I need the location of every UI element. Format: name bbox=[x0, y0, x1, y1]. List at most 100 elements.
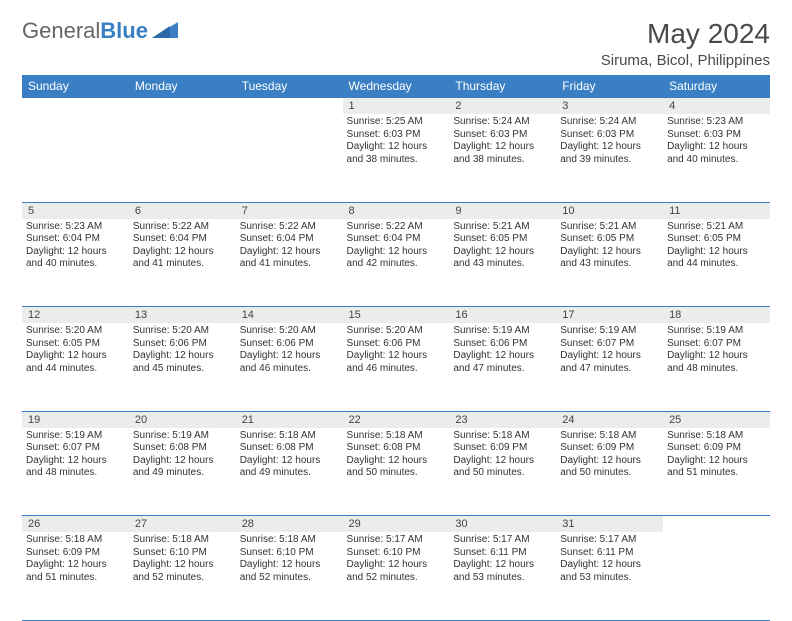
daynum-row: 1234 bbox=[22, 98, 770, 115]
daynum-row: 19202122232425 bbox=[22, 411, 770, 428]
day-number: 19 bbox=[22, 411, 129, 428]
day-cell: Sunrise: 5:21 AMSunset: 6:05 PMDaylight:… bbox=[663, 219, 770, 307]
daylight-line: Daylight: 12 hours and 46 minutes. bbox=[240, 350, 339, 375]
day-cell: Sunrise: 5:18 AMSunset: 6:09 PMDaylight:… bbox=[449, 428, 556, 516]
logo-text: GeneralBlue bbox=[22, 18, 148, 44]
sunrise-line: Sunrise: 5:23 AM bbox=[26, 221, 125, 234]
sunset-line: Sunset: 6:05 PM bbox=[453, 233, 552, 246]
daylight-line: Daylight: 12 hours and 43 minutes. bbox=[560, 246, 659, 271]
daylight-line: Daylight: 12 hours and 41 minutes. bbox=[133, 246, 232, 271]
day-number: 9 bbox=[449, 202, 556, 219]
day-number: 17 bbox=[556, 307, 663, 324]
logo: GeneralBlue bbox=[22, 18, 178, 44]
sunset-line: Sunset: 6:11 PM bbox=[560, 547, 659, 560]
calendar-table: SundayMondayTuesdayWednesdayThursdayFrid… bbox=[22, 75, 770, 621]
day-cell: Sunrise: 5:19 AMSunset: 6:07 PMDaylight:… bbox=[663, 323, 770, 411]
day-cell: Sunrise: 5:25 AMSunset: 6:03 PMDaylight:… bbox=[343, 114, 450, 202]
day-number: 20 bbox=[129, 411, 236, 428]
day-number: 15 bbox=[343, 307, 450, 324]
day-number: 4 bbox=[663, 98, 770, 115]
day-cell: Sunrise: 5:20 AMSunset: 6:06 PMDaylight:… bbox=[236, 323, 343, 411]
sunrise-line: Sunrise: 5:21 AM bbox=[453, 221, 552, 234]
location: Siruma, Bicol, Philippines bbox=[601, 52, 770, 69]
header: GeneralBlue May 2024 Siruma, Bicol, Phil… bbox=[22, 18, 770, 69]
day-cell bbox=[129, 114, 236, 202]
day-number: 28 bbox=[236, 516, 343, 533]
day-cell: Sunrise: 5:18 AMSunset: 6:10 PMDaylight:… bbox=[129, 532, 236, 620]
sunrise-line: Sunrise: 5:24 AM bbox=[560, 116, 659, 129]
day-of-week-row: SundayMondayTuesdayWednesdayThursdayFrid… bbox=[22, 75, 770, 98]
week-row: Sunrise: 5:25 AMSunset: 6:03 PMDaylight:… bbox=[22, 114, 770, 202]
sunset-line: Sunset: 6:04 PM bbox=[133, 233, 232, 246]
daylight-line: Daylight: 12 hours and 51 minutes. bbox=[26, 559, 125, 584]
day-cell: Sunrise: 5:17 AMSunset: 6:11 PMDaylight:… bbox=[556, 532, 663, 620]
daylight-line: Daylight: 12 hours and 38 minutes. bbox=[453, 141, 552, 166]
day-number bbox=[663, 516, 770, 533]
daylight-line: Daylight: 12 hours and 50 minutes. bbox=[453, 455, 552, 480]
sunrise-line: Sunrise: 5:18 AM bbox=[26, 534, 125, 547]
daylight-line: Daylight: 12 hours and 47 minutes. bbox=[453, 350, 552, 375]
sunrise-line: Sunrise: 5:20 AM bbox=[133, 325, 232, 338]
daylight-line: Daylight: 12 hours and 49 minutes. bbox=[240, 455, 339, 480]
sunset-line: Sunset: 6:07 PM bbox=[667, 338, 766, 351]
sunrise-line: Sunrise: 5:17 AM bbox=[453, 534, 552, 547]
dow-header: Wednesday bbox=[343, 75, 450, 98]
day-number bbox=[129, 98, 236, 115]
daylight-line: Daylight: 12 hours and 50 minutes. bbox=[560, 455, 659, 480]
sunrise-line: Sunrise: 5:20 AM bbox=[26, 325, 125, 338]
daylight-line: Daylight: 12 hours and 44 minutes. bbox=[667, 246, 766, 271]
day-number: 30 bbox=[449, 516, 556, 533]
day-cell bbox=[22, 114, 129, 202]
day-cell: Sunrise: 5:22 AMSunset: 6:04 PMDaylight:… bbox=[236, 219, 343, 307]
sunrise-line: Sunrise: 5:20 AM bbox=[240, 325, 339, 338]
day-number: 12 bbox=[22, 307, 129, 324]
day-number: 13 bbox=[129, 307, 236, 324]
daylight-line: Daylight: 12 hours and 45 minutes. bbox=[133, 350, 232, 375]
sunrise-line: Sunrise: 5:23 AM bbox=[667, 116, 766, 129]
daylight-line: Daylight: 12 hours and 52 minutes. bbox=[133, 559, 232, 584]
month-title: May 2024 bbox=[601, 18, 770, 50]
day-cell: Sunrise: 5:24 AMSunset: 6:03 PMDaylight:… bbox=[556, 114, 663, 202]
sunrise-line: Sunrise: 5:17 AM bbox=[560, 534, 659, 547]
sunrise-line: Sunrise: 5:19 AM bbox=[667, 325, 766, 338]
day-number: 29 bbox=[343, 516, 450, 533]
sunrise-line: Sunrise: 5:21 AM bbox=[667, 221, 766, 234]
day-number: 23 bbox=[449, 411, 556, 428]
sunset-line: Sunset: 6:06 PM bbox=[347, 338, 446, 351]
sunset-line: Sunset: 6:08 PM bbox=[133, 442, 232, 455]
sunset-line: Sunset: 6:05 PM bbox=[26, 338, 125, 351]
sunrise-line: Sunrise: 5:18 AM bbox=[240, 534, 339, 547]
daylight-line: Daylight: 12 hours and 47 minutes. bbox=[560, 350, 659, 375]
sunset-line: Sunset: 6:05 PM bbox=[667, 233, 766, 246]
day-number: 1 bbox=[343, 98, 450, 115]
sunset-line: Sunset: 6:03 PM bbox=[560, 129, 659, 142]
sunset-line: Sunset: 6:08 PM bbox=[347, 442, 446, 455]
day-number: 5 bbox=[22, 202, 129, 219]
sunset-line: Sunset: 6:10 PM bbox=[240, 547, 339, 560]
day-cell: Sunrise: 5:21 AMSunset: 6:05 PMDaylight:… bbox=[556, 219, 663, 307]
sunset-line: Sunset: 6:03 PM bbox=[347, 129, 446, 142]
sunset-line: Sunset: 6:04 PM bbox=[347, 233, 446, 246]
day-cell: Sunrise: 5:20 AMSunset: 6:06 PMDaylight:… bbox=[129, 323, 236, 411]
day-cell: Sunrise: 5:18 AMSunset: 6:10 PMDaylight:… bbox=[236, 532, 343, 620]
sunset-line: Sunset: 6:09 PM bbox=[667, 442, 766, 455]
day-cell: Sunrise: 5:17 AMSunset: 6:10 PMDaylight:… bbox=[343, 532, 450, 620]
day-cell: Sunrise: 5:22 AMSunset: 6:04 PMDaylight:… bbox=[129, 219, 236, 307]
daynum-row: 567891011 bbox=[22, 202, 770, 219]
day-number: 24 bbox=[556, 411, 663, 428]
sunset-line: Sunset: 6:08 PM bbox=[240, 442, 339, 455]
sunrise-line: Sunrise: 5:18 AM bbox=[667, 430, 766, 443]
daylight-line: Daylight: 12 hours and 42 minutes. bbox=[347, 246, 446, 271]
sunrise-line: Sunrise: 5:25 AM bbox=[347, 116, 446, 129]
daynum-row: 12131415161718 bbox=[22, 307, 770, 324]
day-number: 14 bbox=[236, 307, 343, 324]
daynum-row: 262728293031 bbox=[22, 516, 770, 533]
day-cell: Sunrise: 5:18 AMSunset: 6:09 PMDaylight:… bbox=[22, 532, 129, 620]
daylight-line: Daylight: 12 hours and 38 minutes. bbox=[347, 141, 446, 166]
day-number: 18 bbox=[663, 307, 770, 324]
day-cell: Sunrise: 5:21 AMSunset: 6:05 PMDaylight:… bbox=[449, 219, 556, 307]
daylight-line: Daylight: 12 hours and 53 minutes. bbox=[453, 559, 552, 584]
day-cell: Sunrise: 5:20 AMSunset: 6:05 PMDaylight:… bbox=[22, 323, 129, 411]
dow-header: Tuesday bbox=[236, 75, 343, 98]
day-cell: Sunrise: 5:18 AMSunset: 6:08 PMDaylight:… bbox=[343, 428, 450, 516]
